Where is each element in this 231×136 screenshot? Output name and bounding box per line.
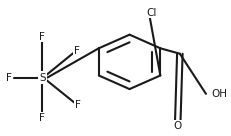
Text: O: O [174,121,182,131]
Text: Cl: Cl [146,8,157,18]
Text: S: S [39,72,46,83]
Text: F: F [6,72,12,83]
Text: F: F [75,100,81,110]
Text: F: F [40,32,45,42]
Text: F: F [40,113,45,123]
Text: F: F [74,46,80,56]
Text: OH: OH [211,89,227,99]
